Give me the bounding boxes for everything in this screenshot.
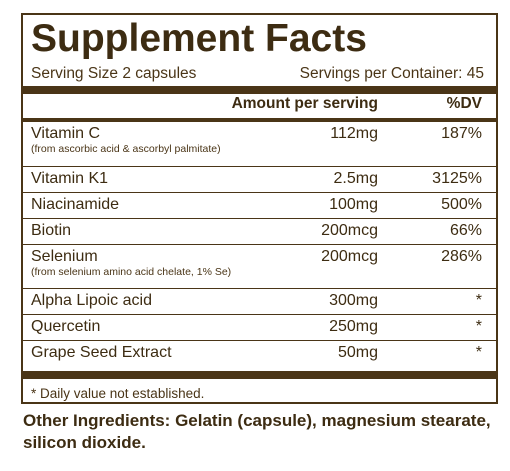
nutrient-amount: 50mg	[337, 344, 378, 361]
nutrient-source: (from selenium amino acid chelate, 1% Se…	[31, 266, 232, 278]
nutrient-row: Grape Seed Extract 50mg *	[23, 341, 496, 367]
row-divider	[23, 218, 496, 219]
serving-info: Serving Size 2 capsules Servings per Con…	[31, 65, 488, 83]
nutrient-row: Niacinamide 100mg 500%	[23, 193, 496, 219]
header-amount: Amount per serving	[231, 95, 378, 112]
nutrient-dv: 286%	[441, 248, 482, 265]
thick-divider	[23, 86, 496, 94]
header-divider	[23, 118, 496, 122]
nutrient-dv: *	[475, 292, 482, 309]
nutrient-row: Biotin 200mcg 66%	[23, 219, 496, 245]
column-header: Amount per serving %DV	[23, 95, 496, 117]
nutrient-amount: 200mcg	[321, 222, 378, 239]
row-divider	[23, 314, 496, 315]
nutrient-name: Vitamin K1	[31, 170, 109, 187]
nutrient-dv: 187%	[441, 125, 482, 142]
nutrient-source: (from ascorbic acid & ascorbyl palmitate…	[31, 143, 221, 155]
supplement-facts-panel: Supplement Facts Serving Size 2 capsules…	[21, 13, 498, 404]
nutrient-amount: 2.5mg	[333, 170, 378, 187]
nutrient-name: Grape Seed Extract	[31, 344, 172, 361]
nutrient-row: Vitamin C (from ascorbic acid & ascorbyl…	[23, 122, 496, 167]
nutrient-amount: 100mg	[329, 196, 378, 213]
nutrient-dv: *	[475, 344, 482, 361]
nutrient-name: Niacinamide	[31, 196, 120, 213]
row-divider	[23, 340, 496, 341]
servings-per-container: Servings per Container: 45	[299, 65, 484, 82]
other-ingredients: Other Ingredients: Gelatin (capsule), ma…	[23, 411, 491, 452]
serving-size: Serving Size 2 capsules	[31, 65, 197, 82]
nutrient-dv: *	[475, 318, 482, 335]
row-divider	[23, 244, 496, 245]
nutrient-dv: 3125%	[432, 170, 482, 187]
header-dv: %DV	[446, 95, 482, 112]
row-divider	[23, 192, 496, 193]
nutrient-row: Quercetin 250mg *	[23, 315, 496, 341]
row-divider	[23, 288, 496, 289]
nutrient-name: Biotin	[31, 222, 72, 239]
nutrient-name: Selenium	[31, 248, 98, 265]
nutrient-amount: 300mg	[329, 292, 378, 309]
nutrient-dv: 500%	[441, 196, 482, 213]
nutrient-name: Vitamin C	[31, 125, 101, 142]
row-divider	[23, 166, 496, 167]
nutrient-dv: 66%	[449, 222, 482, 239]
nutrient-name: Quercetin	[31, 318, 101, 335]
nutrient-row: Vitamin K1 2.5mg 3125%	[23, 167, 496, 193]
nutrient-row: Selenium (from selenium amino acid chela…	[23, 245, 496, 289]
nutrient-row: Alpha Lipoic acid 300mg *	[23, 289, 496, 315]
footnote: * Daily value not established.	[31, 386, 205, 401]
nutrient-amount: 112mg	[330, 125, 378, 142]
nutrient-amount: 250mg	[329, 318, 378, 335]
nutrient-amount: 200mcg	[321, 248, 378, 265]
label-title: Supplement Facts	[31, 17, 367, 60]
bottom-divider	[23, 371, 496, 379]
nutrient-name: Alpha Lipoic acid	[31, 292, 152, 309]
